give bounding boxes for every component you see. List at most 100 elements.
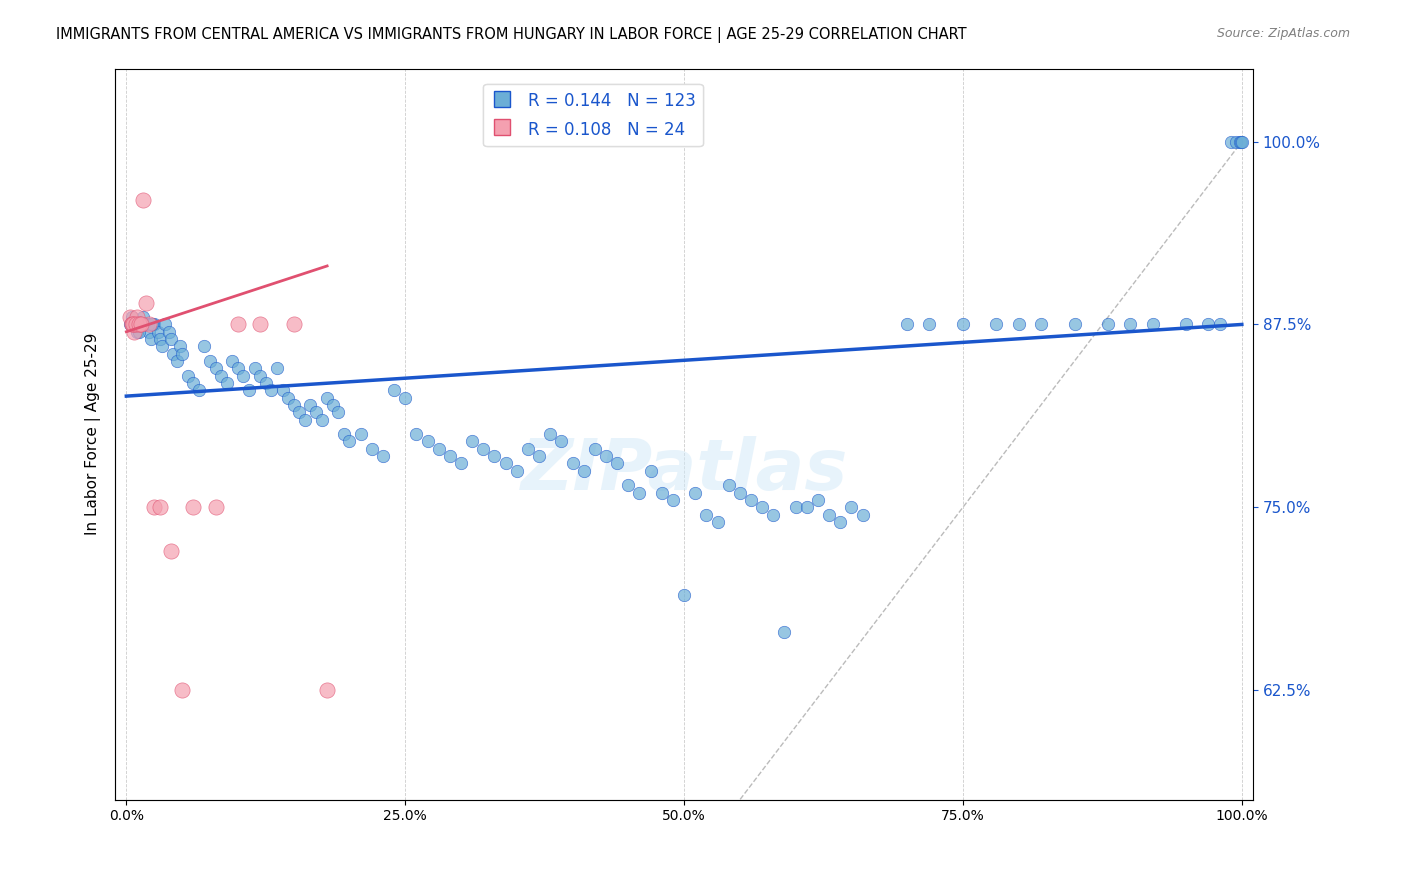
Point xyxy=(311,412,333,426)
Point xyxy=(128,318,150,332)
Point xyxy=(226,361,249,376)
Point xyxy=(266,361,288,376)
Point xyxy=(572,464,595,478)
Point xyxy=(841,500,863,515)
Point xyxy=(484,449,506,463)
Point xyxy=(785,500,807,515)
Point xyxy=(135,295,157,310)
Point xyxy=(550,434,572,449)
Point xyxy=(124,318,146,332)
Text: IMMIGRANTS FROM CENTRAL AMERICA VS IMMIGRANTS FROM HUNGARY IN LABOR FORCE | AGE : IMMIGRANTS FROM CENTRAL AMERICA VS IMMIG… xyxy=(56,27,967,43)
Point xyxy=(322,398,344,412)
Point xyxy=(751,500,773,515)
Point xyxy=(662,492,685,507)
Point xyxy=(138,325,160,339)
Point xyxy=(283,318,305,332)
Point xyxy=(695,508,717,522)
Point xyxy=(141,318,163,332)
Point xyxy=(181,376,204,390)
Point xyxy=(1142,318,1164,332)
Point xyxy=(172,683,194,698)
Point xyxy=(394,391,416,405)
Point xyxy=(595,449,617,463)
Point xyxy=(382,384,405,398)
Point xyxy=(299,398,322,412)
Text: ZIPatlas: ZIPatlas xyxy=(520,436,848,505)
Point xyxy=(238,384,260,398)
Point xyxy=(640,464,662,478)
Point xyxy=(986,318,1008,332)
Point xyxy=(583,442,606,456)
Point xyxy=(204,361,226,376)
Point xyxy=(169,339,191,353)
Point xyxy=(122,318,145,332)
Legend: R = 0.144   N = 123, R = 0.108   N = 24: R = 0.144 N = 123, R = 0.108 N = 24 xyxy=(484,84,703,146)
Point xyxy=(506,464,529,478)
Point xyxy=(121,318,143,332)
Point xyxy=(209,368,232,383)
Point xyxy=(149,332,172,346)
Point xyxy=(129,318,152,332)
Point xyxy=(125,318,148,332)
Point xyxy=(516,442,538,456)
Point xyxy=(271,384,294,398)
Point xyxy=(254,376,277,390)
Point xyxy=(176,368,198,383)
Point xyxy=(166,354,188,368)
Point xyxy=(1063,318,1085,332)
Point xyxy=(333,427,356,442)
Point xyxy=(339,434,361,449)
Point xyxy=(221,354,243,368)
Point xyxy=(427,442,450,456)
Point xyxy=(124,318,146,332)
Point xyxy=(1229,135,1251,149)
Point xyxy=(606,456,628,470)
Point xyxy=(1008,318,1031,332)
Point xyxy=(172,347,194,361)
Point xyxy=(146,325,169,339)
Point xyxy=(807,492,830,507)
Point xyxy=(673,588,696,602)
Point xyxy=(1175,318,1198,332)
Point xyxy=(495,456,517,470)
Point xyxy=(215,376,238,390)
Point xyxy=(305,405,328,419)
Point xyxy=(139,332,162,346)
Point xyxy=(128,325,150,339)
Point xyxy=(294,412,316,426)
Point xyxy=(226,318,249,332)
Point xyxy=(371,449,394,463)
Point xyxy=(472,442,495,456)
Point xyxy=(249,368,271,383)
Point xyxy=(796,500,818,515)
Point xyxy=(918,318,941,332)
Point xyxy=(461,434,484,449)
Point xyxy=(952,318,974,332)
Point xyxy=(181,500,204,515)
Point xyxy=(121,310,143,325)
Point xyxy=(288,405,311,419)
Point xyxy=(243,361,266,376)
Point xyxy=(193,339,215,353)
Point xyxy=(851,508,873,522)
Point xyxy=(328,405,350,419)
Point xyxy=(129,318,152,332)
Point xyxy=(717,478,740,492)
Point xyxy=(1029,318,1052,332)
Point xyxy=(125,318,148,332)
Point xyxy=(1097,318,1119,332)
Point xyxy=(155,318,177,332)
Point xyxy=(683,485,706,500)
Point xyxy=(162,347,184,361)
Point xyxy=(1219,135,1241,149)
Point xyxy=(132,193,155,207)
Point xyxy=(818,508,841,522)
Point xyxy=(135,318,157,332)
Point xyxy=(138,318,160,332)
Point xyxy=(121,318,143,332)
Y-axis label: In Labor Force | Age 25-29: In Labor Force | Age 25-29 xyxy=(86,333,101,535)
Text: Source: ZipAtlas.com: Source: ZipAtlas.com xyxy=(1216,27,1350,40)
Point xyxy=(120,318,142,332)
Point xyxy=(360,442,382,456)
Point xyxy=(136,318,159,332)
